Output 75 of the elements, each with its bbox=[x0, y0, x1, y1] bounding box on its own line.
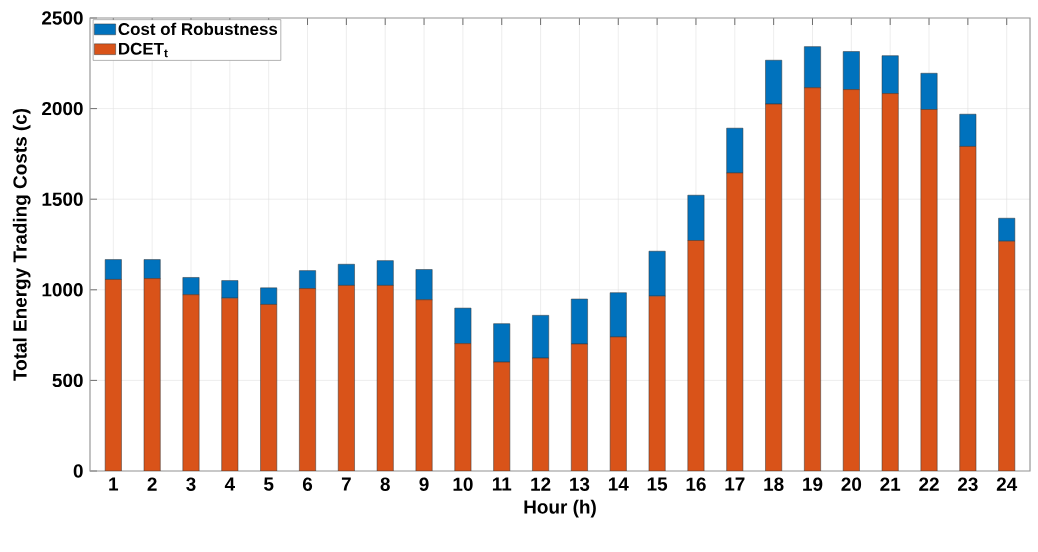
bar bbox=[299, 288, 316, 471]
x-tick-label: 10 bbox=[453, 477, 473, 491]
bar bbox=[998, 240, 1016, 471]
y-tick-label: 2500 bbox=[42, 11, 83, 25]
bar bbox=[687, 240, 705, 471]
x-tick-label: 19 bbox=[803, 477, 823, 491]
x-tick-label: 23 bbox=[957, 477, 978, 491]
bar bbox=[648, 250, 666, 297]
bar bbox=[493, 361, 511, 471]
bar bbox=[959, 146, 977, 471]
bar bbox=[609, 292, 627, 338]
x-tick-label: 1 bbox=[109, 477, 119, 491]
x-tick-label: 11 bbox=[492, 477, 512, 491]
bar bbox=[260, 304, 278, 471]
y-tick-label: 500 bbox=[52, 373, 83, 388]
bar bbox=[532, 315, 549, 359]
x-tick-label: 12 bbox=[531, 477, 551, 491]
bar bbox=[648, 295, 666, 471]
bar bbox=[376, 260, 394, 286]
bar bbox=[337, 264, 355, 286]
bar bbox=[726, 127, 744, 174]
bar bbox=[182, 277, 200, 295]
x-tick-label: 21 bbox=[880, 477, 901, 491]
x-tick-label: 24 bbox=[996, 477, 1018, 491]
bar bbox=[804, 87, 821, 471]
bar bbox=[959, 113, 977, 147]
x-tick-label: 22 bbox=[919, 477, 939, 491]
bar bbox=[260, 287, 278, 305]
x-tick-label: 7 bbox=[341, 477, 351, 491]
bar bbox=[337, 285, 355, 471]
bar bbox=[299, 270, 316, 289]
x-tick-label: 6 bbox=[302, 477, 313, 491]
bar bbox=[493, 323, 511, 363]
bar bbox=[726, 172, 744, 471]
x-tick-label: 5 bbox=[263, 477, 274, 491]
x-tick-label: 9 bbox=[419, 477, 429, 491]
bar bbox=[454, 307, 472, 344]
x-tick-label: 15 bbox=[647, 477, 668, 491]
x-tick-label: 3 bbox=[186, 477, 196, 491]
bar bbox=[571, 343, 588, 471]
bar bbox=[842, 89, 860, 471]
bar bbox=[376, 285, 394, 471]
bar bbox=[143, 259, 161, 279]
y-tick-label: 1500 bbox=[42, 192, 83, 206]
bar bbox=[143, 278, 161, 471]
legend-label: Cost of Robustness bbox=[118, 22, 278, 36]
x-tick-label: 13 bbox=[570, 477, 590, 491]
x-tick-label: 17 bbox=[725, 477, 745, 491]
bar bbox=[221, 297, 239, 471]
bar bbox=[609, 336, 627, 471]
y-tick-label: 1000 bbox=[42, 283, 83, 297]
x-tick-label: 14 bbox=[608, 477, 629, 491]
legend-label: DCET$_{t}$ bbox=[119, 42, 168, 58]
bar bbox=[765, 103, 783, 471]
bar bbox=[881, 93, 899, 471]
x-tick-label: 18 bbox=[764, 477, 784, 491]
bar bbox=[532, 357, 549, 471]
bar bbox=[104, 279, 122, 471]
bar bbox=[454, 343, 472, 471]
bar bbox=[182, 294, 200, 471]
bar bbox=[415, 269, 433, 301]
bar bbox=[415, 299, 433, 471]
bar bbox=[571, 298, 588, 345]
x-tick-label: 16 bbox=[686, 477, 706, 491]
x-tick-label: 4 bbox=[224, 477, 235, 491]
bar bbox=[221, 280, 239, 299]
x-tick-label: 8 bbox=[380, 477, 390, 491]
x-tick-label: 20 bbox=[841, 477, 862, 491]
x-tick-label: 2 bbox=[147, 477, 157, 491]
y-tick-label: 2000 bbox=[42, 101, 83, 116]
y-axis-title: Total Energy Trading Costs (c) bbox=[12, 108, 31, 381]
y-tick-label: 0 bbox=[73, 464, 83, 478]
bar bbox=[687, 194, 705, 241]
x-axis-title: Hour (h) bbox=[524, 499, 596, 518]
bar bbox=[920, 109, 938, 471]
